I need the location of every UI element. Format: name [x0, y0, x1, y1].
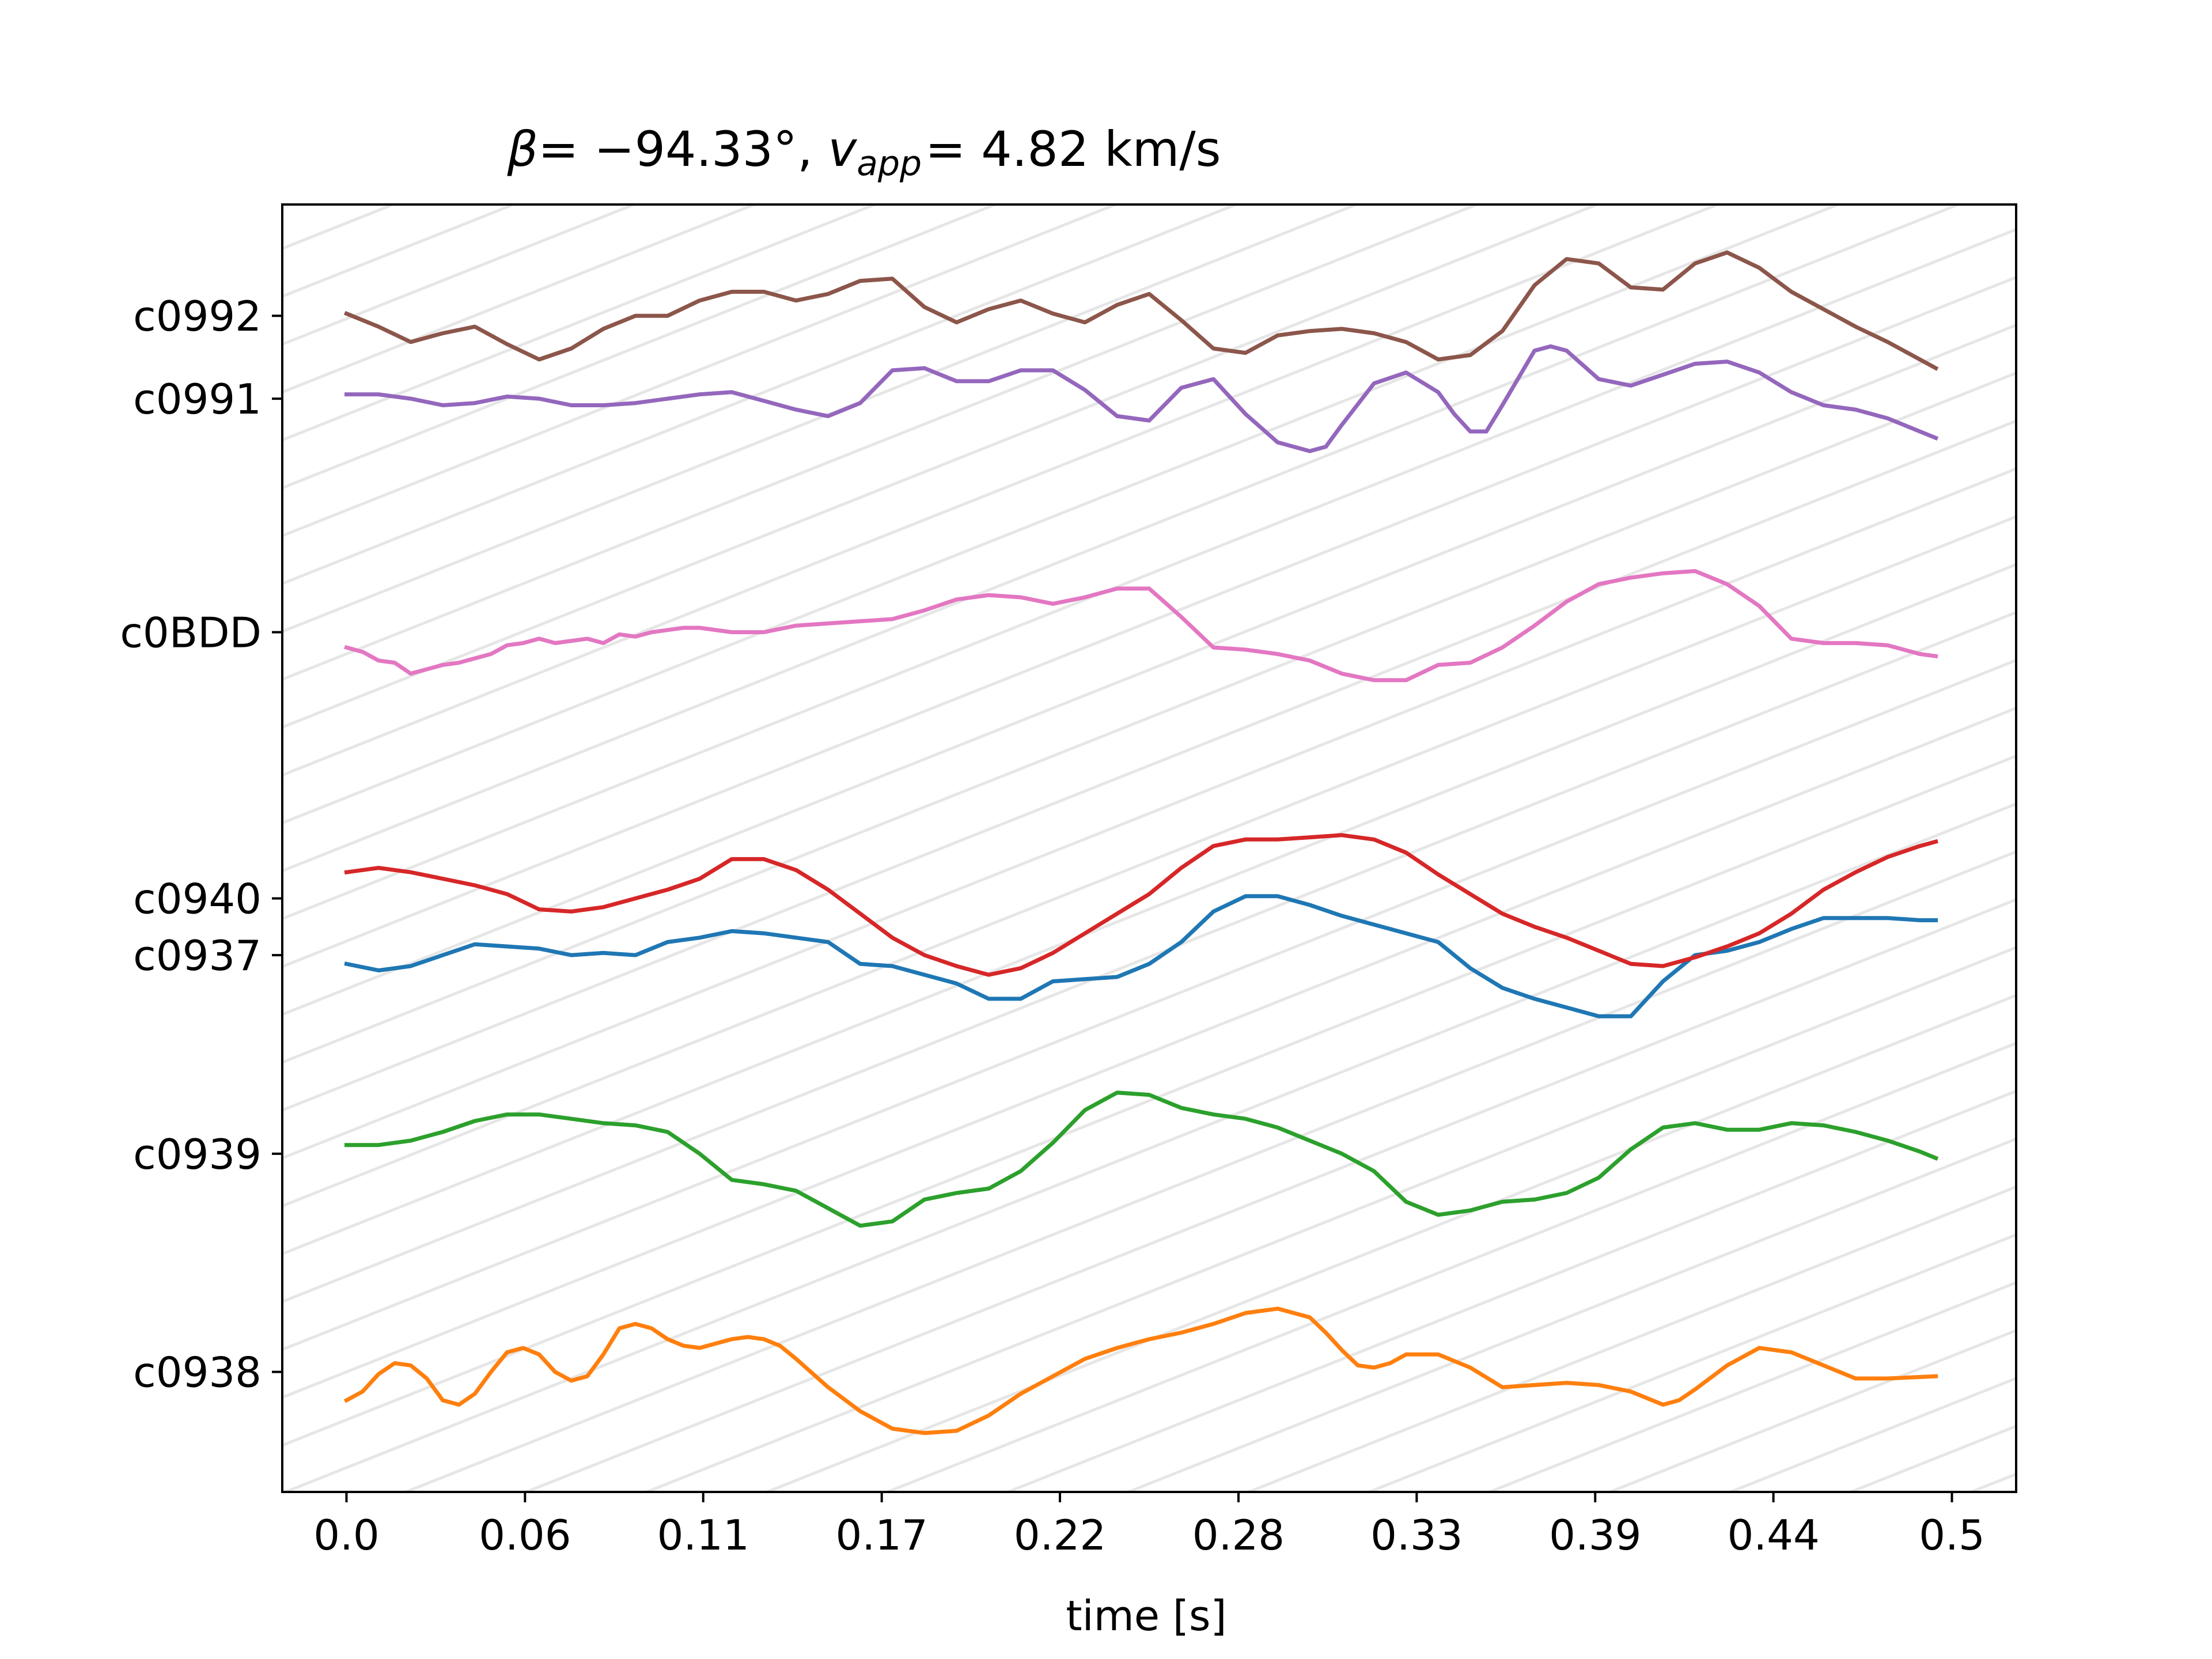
series-line-c0937 — [344, 894, 1938, 1018]
series-line-c0991 — [344, 344, 1939, 453]
x-tick-label: 0.11 — [657, 1511, 749, 1559]
moveout-line — [1124, 1137, 2016, 1492]
moveout-line — [1365, 1233, 2016, 1492]
y-tick-label: c0940 — [133, 875, 262, 923]
chart-title: β= −94.33°, vapp= 4.82 km/s — [507, 121, 1221, 184]
moveout-line — [642, 946, 2016, 1492]
moveout-line — [282, 204, 999, 490]
x-axis: 0.0 0.06 0.11 0.17 0.22 0.28 0.33 0.39 0.44 0.5 — [313, 1492, 1985, 1559]
moveout-line — [1244, 1185, 2016, 1492]
plot-frame — [281, 203, 2017, 1493]
moveout-line — [282, 204, 1481, 681]
y-tick-label: c0938 — [133, 1349, 262, 1397]
moveout-line — [282, 204, 879, 442]
moveout-line — [282, 204, 638, 346]
title-beta-symbol: β — [507, 121, 539, 177]
moveout-line — [1606, 1328, 2016, 1492]
moveout-line — [282, 204, 518, 298]
x-tick-label: 0.0 — [313, 1511, 380, 1559]
title-v-symbol: v — [828, 121, 857, 177]
series-line-c0992 — [343, 250, 1939, 371]
x-tick-label: 0.44 — [1727, 1511, 1819, 1559]
title-equals: = — [538, 121, 594, 177]
moveout-line — [1485, 1281, 2016, 1492]
series-line-c0939 — [344, 1090, 1939, 1228]
x-tick-label: 0.39 — [1549, 1511, 1641, 1559]
series-line-c0bdd — [344, 569, 1938, 683]
x-tick-label: 0.17 — [836, 1511, 928, 1559]
title-v-equals: = 4.82 km/s — [925, 121, 1221, 177]
title-v-subscript: app — [857, 143, 922, 184]
x-tick-label: 0.5 — [1919, 1511, 1985, 1559]
y-tick-label: c0991 — [133, 375, 262, 423]
x-tick-label: 0.06 — [479, 1511, 571, 1559]
moveout-line — [282, 204, 1601, 729]
title-comma: , — [797, 121, 828, 177]
moveout-line — [282, 204, 1120, 537]
series-line-c0940 — [344, 833, 1938, 977]
y-axis: c0938 c0939 c0937 c0940 c0BDD c0991 c0992 — [120, 292, 282, 1397]
y-tick-label: c0992 — [133, 292, 262, 340]
moveout-line — [763, 994, 2016, 1492]
waveform-series — [343, 250, 1939, 1435]
moveout-line — [1726, 1377, 2016, 1492]
x-tick-label: 0.33 — [1370, 1511, 1463, 1559]
title-beta-value: −94.33° — [594, 121, 797, 177]
moveout-line — [883, 1041, 2016, 1492]
y-tick-label: c0937 — [133, 931, 262, 980]
moveout-line — [282, 204, 1240, 585]
y-tick-label: c0BDD — [120, 608, 262, 657]
x-axis-label: time [s] — [1066, 1592, 1226, 1640]
x-tick-label: 0.22 — [1014, 1511, 1106, 1559]
moveout-line — [282, 204, 759, 394]
moveout-line — [1003, 1089, 2016, 1492]
y-tick-label: c0939 — [133, 1130, 262, 1179]
moveout-line — [282, 204, 1361, 634]
series-line-c0938 — [343, 1306, 1938, 1435]
x-tick-label: 0.28 — [1192, 1511, 1285, 1559]
